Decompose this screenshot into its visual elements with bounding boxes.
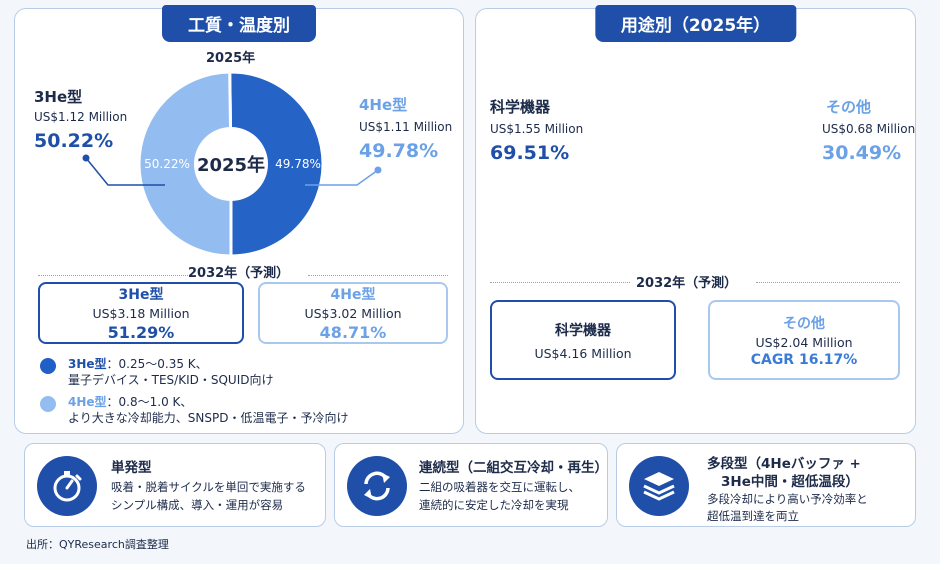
right-panel-title: 用途別（2025年） — [594, 5, 797, 42]
left-panel-title: 工質・温度別 — [162, 5, 316, 42]
box-other-cagr: CAGR 16.17% — [750, 351, 858, 368]
card-single: 単発型 吸着・脱着サイクルを単回で実施する シンプル構成、導入・運用が容易 — [24, 443, 326, 527]
pie2-2032-label: 2032年（予測） — [636, 276, 738, 291]
stopwatch-icon — [37, 456, 97, 516]
pie1-he4-value: US$1.11 Million — [359, 120, 453, 134]
legend-dot-he4 — [40, 396, 56, 412]
card-continuous-title: 連続型（二組交互冷却・再生） — [419, 460, 608, 476]
card-continuous-desc2: 連続的に安定した冷却を実現 — [419, 498, 569, 512]
pie2-other-value: US$0.68 Million — [822, 122, 916, 136]
pie2-sci-value: US$1.55 Million — [490, 122, 584, 136]
legend-he3-name: 3He型 — [68, 357, 107, 371]
box-he4-pct: 48.71% — [319, 323, 387, 342]
legend-he4-name: 4He型 — [68, 395, 107, 409]
box-2032-he3: 3He型 US$3.18 Million 51.29% — [38, 282, 244, 344]
card-continuous: 連続型（二組交互冷却・再生） 二組の吸着器を交互に運転し、 連続的に安定した冷却… — [334, 443, 608, 527]
cycle-arrows-icon — [347, 456, 407, 516]
legend-dot-he3 — [40, 358, 56, 374]
card-single-desc1: 吸着・脱着サイクルを単回で実施する — [111, 480, 306, 494]
pie2-other-pct: 30.49% — [822, 142, 902, 164]
box-2032-he4: 4He型 US$3.02 Million 48.71% — [258, 282, 448, 344]
card-multistage-desc2: 超低温到達を両立 — [707, 509, 799, 523]
pie1-he3-name: 3He型 — [34, 88, 83, 106]
pie2-other-name: その他 — [826, 98, 872, 116]
pie1-divider-left — [38, 275, 188, 276]
pie2-sci-name: 科学機器 — [490, 98, 551, 116]
card-single-desc2: シンプル構成、導入・運用が容易 — [111, 498, 284, 512]
box-he4-value: US$3.02 Million — [304, 306, 402, 321]
pie1-he3-value: US$1.12 Million — [34, 110, 128, 124]
legend-he4-line2: より大きな冷却能力、SNSPD・低温電子・予冷向け — [68, 411, 349, 425]
card-continuous-desc1: 二組の吸着器を交互に運転し、 — [419, 480, 580, 494]
legend-he4-line1: ：0.8〜1.0 K、 — [106, 395, 193, 409]
box-other-name: その他 — [783, 315, 825, 332]
pie1-divider-right — [308, 275, 448, 276]
box-sci-name: 科学機器 — [555, 322, 611, 339]
box-2032-other: その他 US$2.04 Million CAGR 16.17% — [708, 300, 900, 380]
pie1-he4-name: 4He型 — [359, 96, 408, 114]
box-he3-value: US$3.18 Million — [92, 306, 190, 321]
card-multistage-title1: 多段型（4Heバッファ + — [707, 456, 861, 472]
source-note: 出所：QYResearch調査整理 — [26, 538, 169, 551]
box-other-value: US$2.04 Million — [755, 334, 853, 350]
pie1-he4-pct: 49.78% — [359, 140, 439, 162]
box-sci-value: US$4.16 Million — [534, 345, 632, 361]
pie1-year-label: 2025年 — [206, 51, 256, 66]
layers-icon — [629, 456, 689, 516]
pie2-sci-pct: 69.51% — [490, 142, 570, 164]
legend-he3: 3He型：0.25〜0.35 K、 量子デバイス・TES/KID・SQUID向け — [40, 356, 274, 388]
pie2-divider-left — [490, 282, 630, 283]
box-he3-pct: 51.29% — [107, 323, 175, 342]
card-multistage-title2: 3He中間・超低温段） — [721, 474, 859, 490]
box-he4-name: 4He型 — [330, 287, 376, 303]
box-he3-name: 3He型 — [118, 287, 164, 303]
card-multistage-desc1: 多段冷却により高い予冷効率と — [707, 492, 868, 506]
card-single-title: 単発型 — [111, 460, 152, 476]
pie1-2032-label: 2032年（予測） — [188, 266, 290, 281]
box-2032-sci: 科学機器 US$4.16 Million — [490, 300, 676, 380]
legend-he3-line1: ：0.25〜0.35 K、 — [106, 357, 208, 371]
pie2-divider-right — [756, 282, 900, 283]
legend-he3-line2: 量子デバイス・TES/KID・SQUID向け — [68, 373, 274, 387]
legend-he4: 4He型：0.8〜1.0 K、 より大きな冷却能力、SNSPD・低温電子・予冷向… — [40, 394, 348, 426]
pie1-he3-pct: 50.22% — [34, 130, 114, 152]
card-multistage: 多段型（4Heバッファ + 3He中間・超低温段） 多段冷却により高い予冷効率と… — [616, 443, 916, 527]
